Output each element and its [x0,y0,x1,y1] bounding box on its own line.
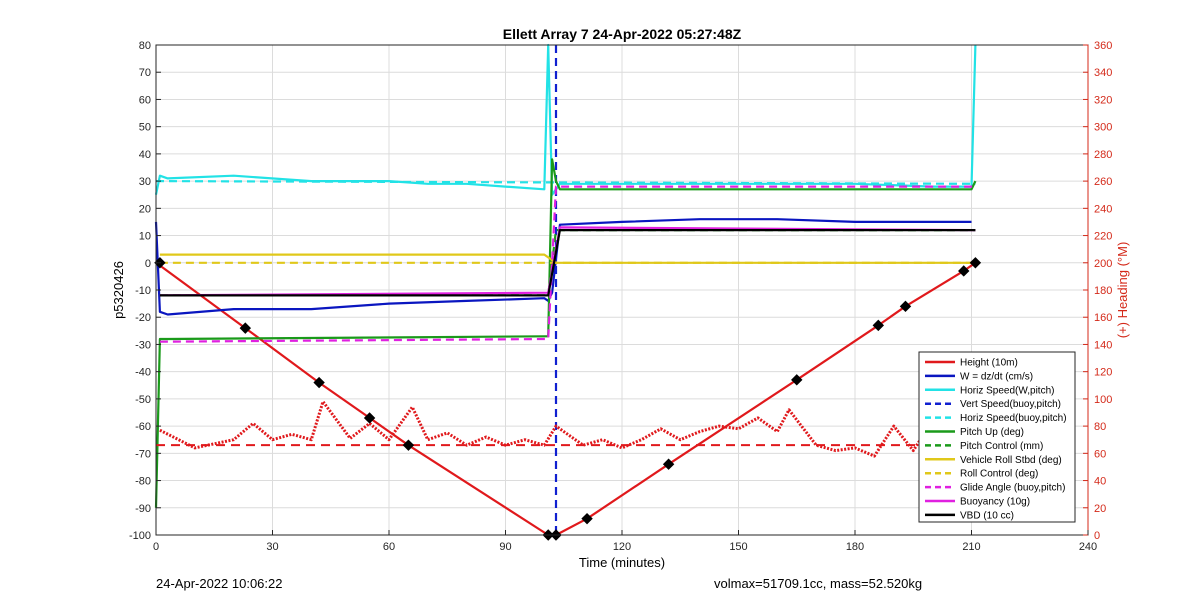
data-marker [791,374,803,386]
data-marker [313,376,325,389]
y-tick-label: 70 [139,67,151,79]
x-axis: 0 30 60 90 120 150 180 210 240 [153,530,1097,553]
left-axis: 80 70 60 50 40 30 20 10 0 -10 -20 -30 -40 -50 -60 -70 -8… [129,40,161,542]
data-marker [363,412,376,424]
right-tick-label: 100 [1094,394,1112,406]
x-axis-label: Time (minutes) [579,555,665,570]
right-tick-label: 200 [1094,258,1112,270]
legend-entry: W = dz/dt (cm/s) [960,371,1033,382]
data-marker [958,265,970,277]
y-tick-label: -40 [135,367,151,379]
footer-stats: volmax=51709.1cc, mass=52.520kg [714,576,923,591]
right-tick-label: 20 [1094,503,1106,515]
heading-layer [156,400,976,458]
right-tick-label: 280 [1094,149,1112,161]
y-tick-label: 60 [139,94,151,106]
y-tick-label: -30 [135,339,151,351]
x-tick-label: 0 [153,541,159,553]
legend-entry: Vehicle Roll Stbd (deg) [960,455,1062,466]
y-axis-label: p5320426 [111,261,126,319]
right-tick-label: 140 [1094,339,1112,351]
chart-title: Ellett Array 7 24-Apr-2022 05:27:48Z [503,26,742,42]
right-tick-label: 160 [1094,312,1112,324]
x-tick-label: 180 [846,541,864,553]
y-tick-label: 10 [139,231,151,243]
legend-entry: Pitch Control (mm) [960,441,1043,452]
y-tick-label: -10 [135,285,151,297]
legend-entry: Horiz Speed(buoy,pitch) [960,413,1067,424]
legend-entry: VBD (10 cc) [960,510,1014,521]
right-axis: 3603403203002802602402202001801601401201… [1083,40,1112,542]
heading-trace [159,400,972,458]
legend-entry: Height (10m) [960,358,1018,369]
right-axis-label: (+) Heading (°M) [1115,242,1130,339]
x-tick-label: 150 [729,541,747,553]
right-tick-label: 360 [1094,40,1112,52]
marker-layer [154,257,982,541]
y-tick-label: -100 [129,530,151,542]
x-tick-label: 60 [383,541,395,553]
right-tick-label: 300 [1094,122,1112,134]
legend-entry: Glide Angle (buoy,pitch) [960,483,1065,494]
y-tick-label: 80 [139,40,151,52]
right-tick-label: 80 [1094,421,1106,433]
legend-entry: Horiz Speed(W,pitch) [960,385,1054,396]
x-tick-label: 90 [499,541,511,553]
data-marker [581,512,593,525]
data-marker [969,257,982,269]
legend-entry: Vert Speed(buoy,pitch) [960,399,1061,410]
series-line-5 [154,158,977,508]
legend-entry: Pitch Up (deg) [960,427,1024,438]
x-tick-label: 240 [1079,541,1097,553]
x-tick-label: 120 [613,541,631,553]
series-line-2 [154,43,977,196]
y-tick-label: -90 [135,503,151,515]
right-tick-label: 120 [1094,367,1112,379]
x-tick-label: 210 [962,541,980,553]
data-marker [402,439,415,451]
y-tick-label: 40 [139,149,151,161]
y-tick-label: -70 [135,448,151,460]
right-tick-label: 260 [1094,176,1112,188]
data-marker [662,458,675,470]
data-marker [899,300,912,313]
data-marker [239,322,252,334]
legend-box [918,351,1076,523]
y-tick-label: 50 [139,122,151,134]
data-marker [872,319,885,332]
y-tick-label: 0 [145,258,151,270]
y-tick-label: -50 [135,394,151,406]
footer-timestamp: 24-Apr-2022 10:06:22 [156,576,283,591]
right-tick-label: 220 [1094,231,1112,243]
right-tick-label: 340 [1094,67,1112,79]
right-tick-label: 60 [1094,448,1106,460]
series-layer [154,43,977,537]
y-tick-label: 20 [139,203,151,215]
right-tick-label: 240 [1094,203,1112,215]
legend-entry: Buoyancy (10g) [960,497,1030,508]
right-tick-label: 40 [1094,476,1106,488]
series-line-4 [155,180,976,185]
legend-entry: Roll Control (deg) [960,469,1038,480]
right-tick-label: 180 [1094,285,1112,297]
right-tick-label: 0 [1094,530,1100,542]
y-tick-label: -80 [135,476,151,488]
x-tick-label: 30 [266,541,278,553]
y-tick-label: 30 [139,176,151,188]
series-line-11 [159,229,976,297]
right-tick-label: 320 [1094,94,1112,106]
y-tick-label: -60 [135,421,151,433]
legend: Height (10m) W = dz/dt (cm/s) Horiz Speed(… [918,351,1076,523]
y-tick-label: -20 [135,312,151,324]
